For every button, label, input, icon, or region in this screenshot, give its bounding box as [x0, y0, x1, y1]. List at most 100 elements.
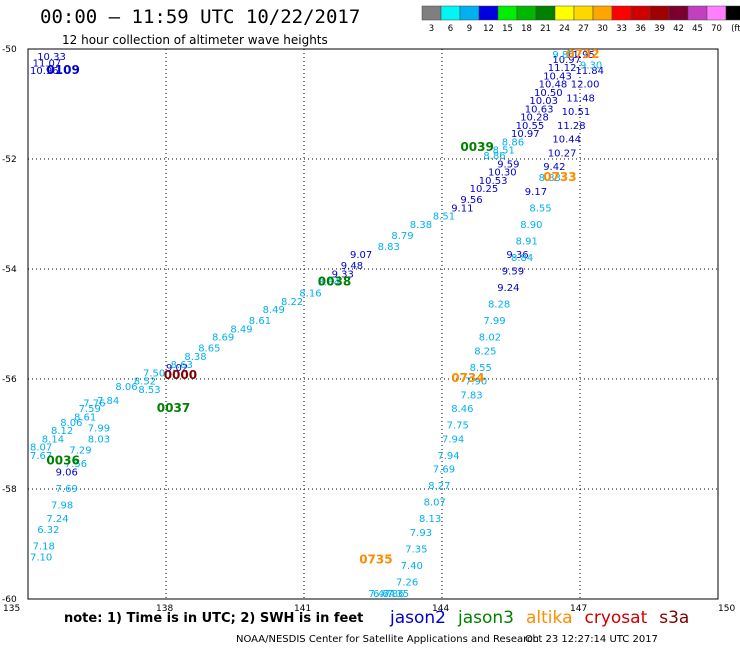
wave-height-label: 8.07: [30, 443, 52, 454]
wave-height-label: 10.28: [520, 113, 549, 124]
wave-height-label: 10.55: [516, 121, 545, 132]
colorbar-swatch: [516, 5, 537, 21]
wave-height-label: 7.84: [97, 396, 119, 407]
wave-height-label: 7.56: [65, 459, 87, 470]
wave-height-label: 10.97: [511, 129, 540, 140]
wave-height-label: 7.76: [83, 399, 105, 410]
wave-height-label: 7.59: [79, 404, 101, 415]
y-tick-label: -60: [2, 595, 17, 605]
wave-height-label: 8.64: [318, 278, 340, 289]
wave-height-label: 8.13: [419, 514, 441, 525]
wave-height-label: 8.83: [539, 173, 561, 184]
wave-height-label: 7.99: [88, 423, 110, 434]
wave-height-label: 9.24: [497, 283, 519, 294]
wave-height-label: 7.24: [46, 514, 68, 525]
wave-height-label: 9.06: [56, 467, 78, 478]
colorbar-swatch: [592, 5, 613, 21]
wave-height-label: 12.00: [571, 80, 600, 91]
x-tick-label: 144: [432, 604, 449, 614]
wave-height-label: 10.50: [534, 88, 563, 99]
pass-time-label: 0734: [451, 371, 484, 385]
wave-height-label: 8.25: [474, 346, 496, 357]
wave-height-label: 8.63: [171, 360, 193, 371]
colorbar-swatch: [535, 5, 556, 21]
wave-height-label: 6.74: [373, 589, 395, 600]
y-tick-label: -58: [2, 485, 17, 495]
pass-time-label: 0037: [157, 401, 190, 415]
wave-height-label: 7.50: [143, 368, 165, 379]
wave-height-label: 8.84: [511, 253, 533, 264]
x-tick-label: 138: [156, 604, 173, 614]
colorbar-swatch: [687, 5, 708, 21]
colorbar-tick: 36: [635, 24, 646, 34]
wave-height-label: 7.75: [447, 421, 469, 432]
colorbar-tick: 39: [654, 24, 665, 34]
wave-height-label: 11.84: [575, 66, 604, 77]
wave-height-label: 8.53: [138, 385, 160, 396]
wave-height-label: 8.22: [281, 297, 303, 308]
colorbar-tick: 21: [540, 24, 551, 34]
wave-height-label: 8.69: [212, 333, 234, 344]
colorbar-swatch: [573, 5, 594, 21]
wave-height-label: 7.26: [396, 577, 418, 588]
colorbar-swatch: [440, 5, 461, 21]
wave-height-label: 8.46: [451, 404, 473, 415]
plot-frame: [27, 48, 719, 600]
wave-height-label: 10.25: [470, 184, 499, 195]
tick-labels: 135 138 141 144 147 150 -50 -52 -54 -56 -58 -60: [2, 45, 735, 614]
colorbar-swatch: [611, 5, 632, 21]
wave-height-label: 8.61: [249, 316, 271, 327]
colorbar-swatch: [554, 5, 575, 21]
wave-height-label: 7.10: [30, 553, 52, 564]
wave-height-label: 7.69: [433, 465, 455, 476]
wave-height-label: 7.94: [437, 451, 459, 462]
wave-height-label: 8.07: [424, 498, 446, 509]
pass-time-label: 0732: [566, 47, 599, 61]
wave-height-label: 9.56: [460, 195, 482, 206]
wave-height-label: 11.12: [548, 63, 577, 74]
wave-height-label: 7.35: [387, 589, 409, 600]
wave-height-label: 10.44: [552, 135, 581, 146]
wave-height-label: 8.06: [60, 418, 82, 429]
wave-height-label: 6.86: [382, 589, 404, 600]
wave-height-label: 9.17: [525, 187, 547, 198]
wave-height-label: 8.38: [410, 220, 432, 231]
wave-height-label: 10.51: [562, 107, 591, 118]
wave-height-label: 8.03: [88, 434, 110, 445]
wave-height-label: 11.07: [33, 59, 62, 70]
wave-height-label: 7.67: [30, 451, 52, 462]
colorbar-tick: (ft): [731, 24, 740, 34]
wave-height-label: 7.47: [368, 589, 390, 600]
wave-height-label: 8.51: [433, 212, 455, 223]
footer-credit: NOAA/NESDIS Center for Satellite Applica…: [236, 634, 539, 645]
colorbar-tick: 27: [578, 24, 589, 34]
colorbar-tick: 6: [448, 24, 453, 34]
chart-title: 00:00 – 11:59 UTC 10/22/2017: [40, 6, 361, 28]
colorbar-tick: 45: [692, 24, 703, 34]
wave-height-label: 10.97: [552, 55, 581, 66]
wave-height-label: 7.83: [460, 390, 482, 401]
wave-height-label: 7.98: [51, 500, 73, 511]
pass-time-label: 0735: [359, 552, 392, 566]
wave-height-label: 7.18: [33, 542, 55, 553]
footer-timestamp: Oct 23 12:27:14 UTC 2017: [525, 634, 658, 645]
wave-height-label: 7.94: [442, 434, 464, 445]
wave-height-label: 10.43: [543, 71, 572, 82]
wave-height-label: 8.38: [184, 352, 206, 363]
wave-height-label: 9.85: [552, 50, 574, 61]
data-marks: 10.3311.0710.9610.9711.1210.4310.4810.50…: [30, 47, 604, 600]
wave-height-label: 9.36: [506, 250, 528, 261]
wave-height-label: 8.61: [74, 412, 96, 423]
pass-time-label: 0039: [460, 140, 493, 154]
pass-time-label: 0109: [46, 63, 79, 77]
wave-height-label: 9.59: [497, 159, 519, 170]
wave-height-label: 6.32: [37, 525, 59, 536]
wave-height-label: 8.79: [391, 231, 413, 242]
colorbar-swatch: [459, 5, 480, 21]
wave-height-label: 8.86: [483, 151, 505, 162]
wave-height-label: 8.90: [520, 220, 542, 231]
wave-height-label: 8.86: [502, 137, 524, 148]
colorbar-swatch: [478, 5, 499, 21]
colorbar-tick: 3: [429, 24, 434, 34]
